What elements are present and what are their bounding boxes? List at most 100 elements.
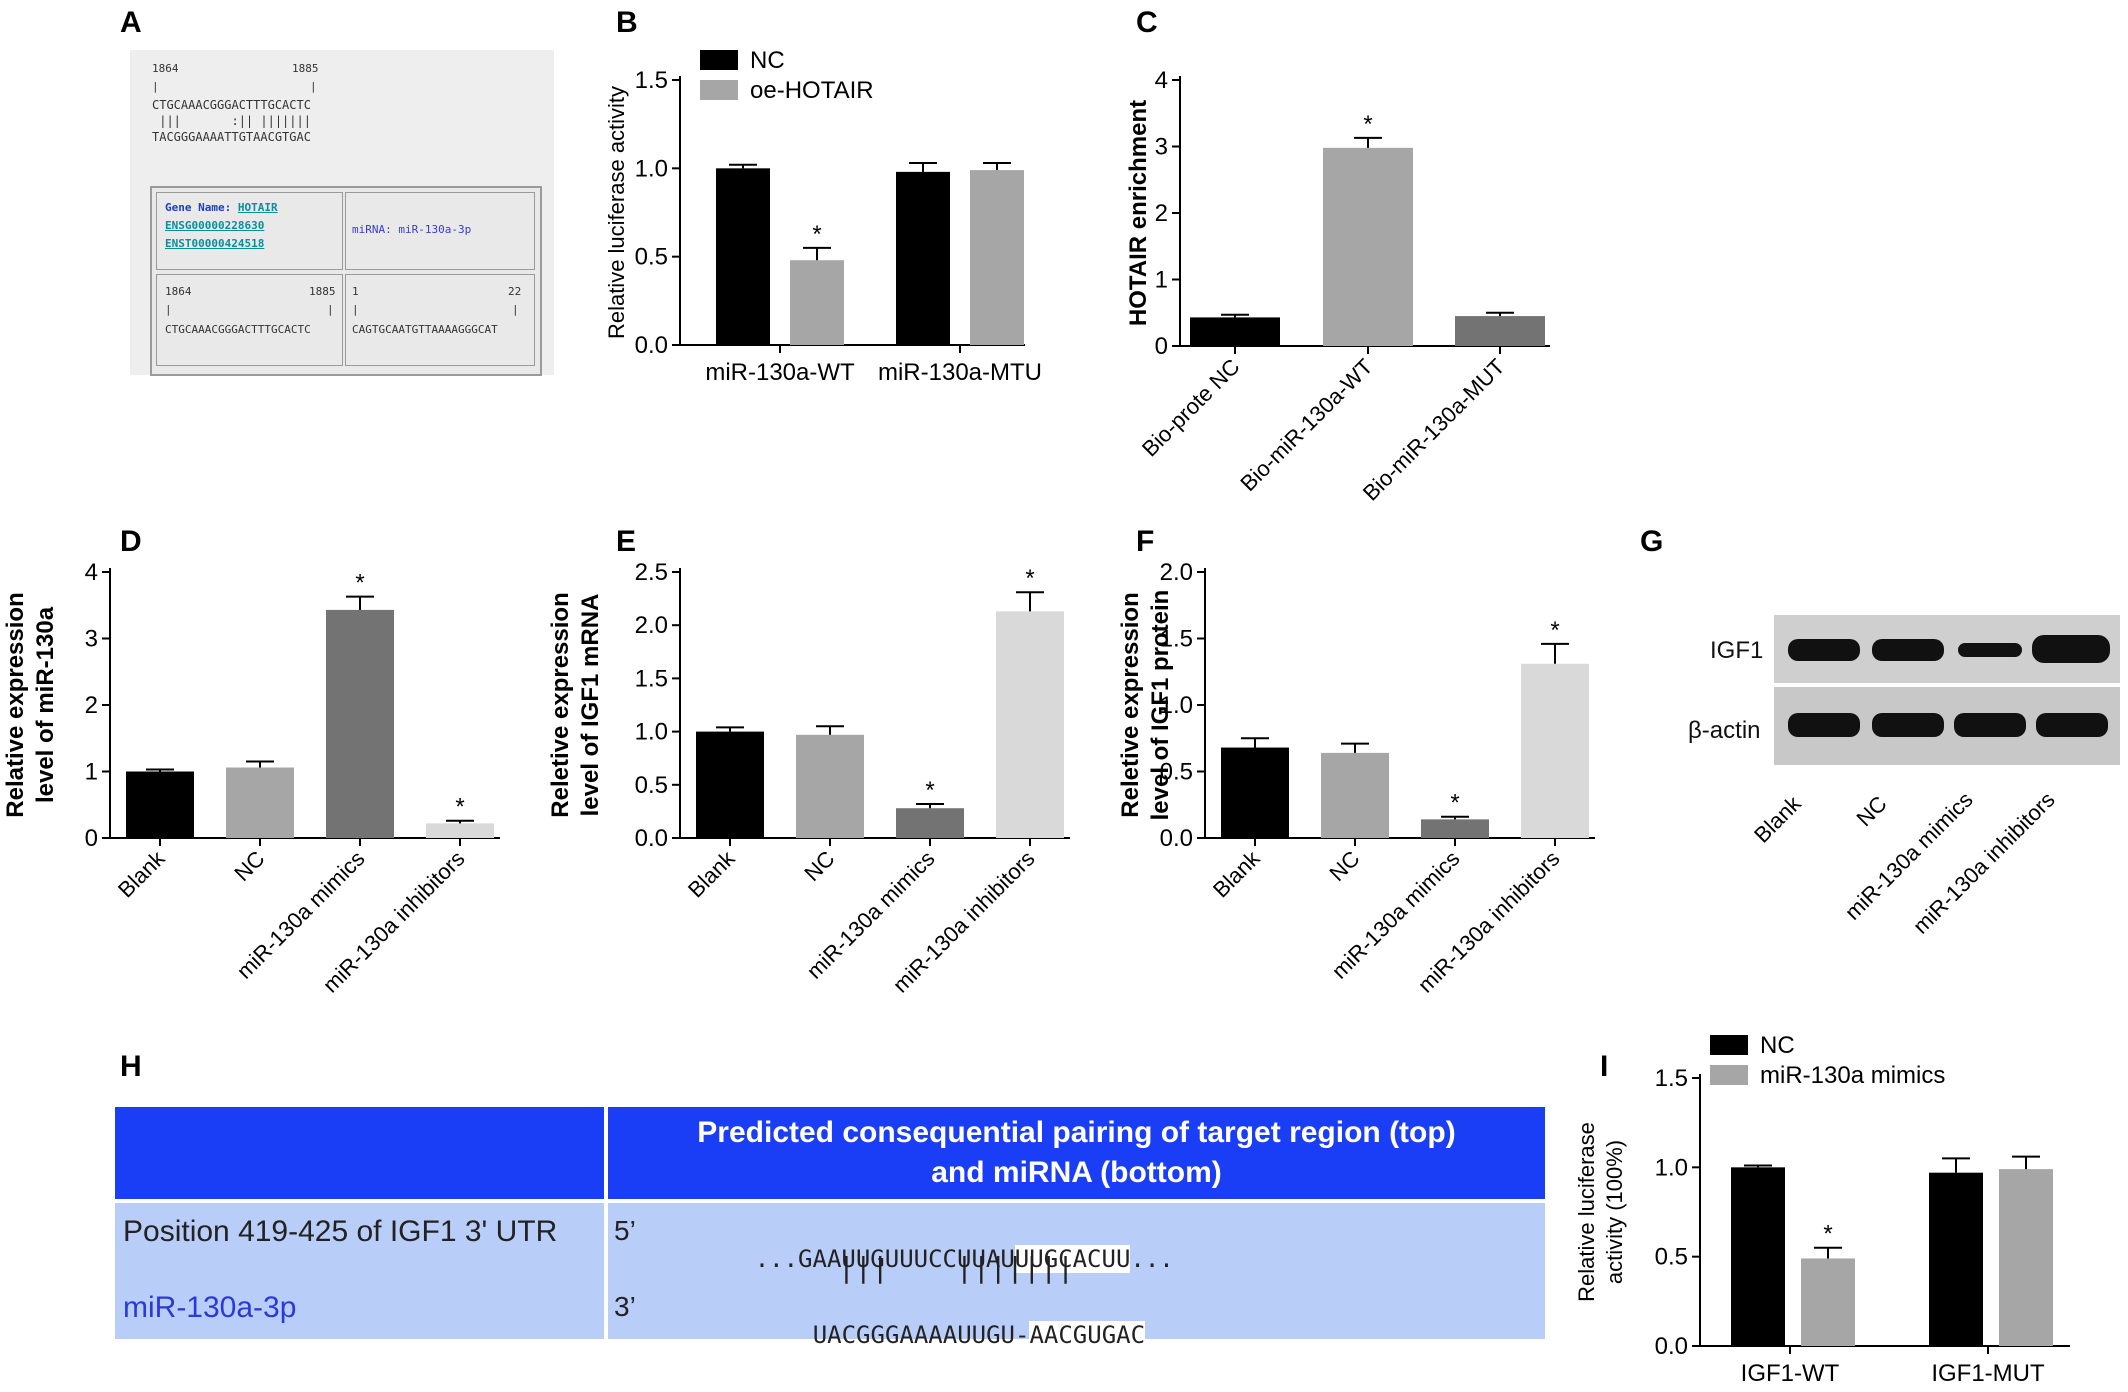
chart-b-bar-oe-hotair-mir-130a-mtu <box>970 170 1024 345</box>
chart-b-x-tick-label: miR-130a-WT <box>705 359 855 386</box>
chart-e-bar-mir-130a-mimics <box>896 808 964 838</box>
chart-b-bar-nc-mir-130a-wt <box>716 168 770 345</box>
blot-band-actin-nc <box>1872 713 1944 737</box>
chart-b-x-tick-label: miR-130a-MTU <box>878 359 1042 386</box>
chart-c-y-tick-label: 1 <box>1155 267 1168 294</box>
gene-name-link[interactable]: HOTAIR <box>237 201 278 214</box>
chart-c-y-label: HOTAIR enrichment <box>1125 100 1152 326</box>
h-bottom-pre: UACGGGAAAAUUGU- <box>812 1321 1030 1349</box>
panel-label-f: F <box>1136 525 1155 558</box>
chart-e: 0.0 0.5 1.0 1.5 2.0 2.5 Reletive expression lev… <box>547 559 1070 998</box>
chart-e-y-tick-label: 1.5 <box>635 665 668 692</box>
chart-f-bar-mir-130a-mimics <box>1421 819 1489 838</box>
chart-d-significance-marker: * <box>355 570 364 597</box>
chart-c-y-tick-label: 3 <box>1155 134 1168 161</box>
chart-d-y-tick-label: 2 <box>85 692 98 719</box>
panel-label-g: G <box>1640 525 1664 558</box>
chart-d-y-tick-label: 1 <box>85 759 98 786</box>
h-header-line2: and miRNA (bottom) <box>931 1156 1222 1189</box>
h-header-line1: Predicted consequential pairing of targe… <box>697 1116 1456 1149</box>
chart-e-y-label: Reletive expression level of IGF1 mRNA <box>547 592 604 817</box>
chart-e-significance-marker: * <box>925 777 934 804</box>
top-bar-right: | <box>310 80 317 93</box>
chart-i-bar-mir-130a-mimics-igf1-wt <box>1801 1258 1855 1346</box>
chart-c-bar-bio-prote-nc <box>1190 317 1280 346</box>
blot-band-igf1-inhibitors <box>2032 635 2110 663</box>
blot-lane-label-mimics: miR-130a mimics <box>1839 787 1978 925</box>
h-mirna-label: miR-130a-3p <box>123 1291 297 1324</box>
chart-b-legend-swatch-oe-hotair <box>700 80 738 100</box>
chart-e-y-tick-label: 0.0 <box>635 825 668 852</box>
chart-e-y-tick-label: 1.0 <box>635 719 668 746</box>
mir-pos-right: 22 <box>508 285 522 298</box>
blot-band-actin-blank <box>1788 713 1860 737</box>
chart-i-legend-label-nc: NC <box>1760 1032 1795 1059</box>
h-bottom-seed: AACGUGAC <box>1029 1321 1146 1349</box>
ensg-link[interactable]: ENSG00000228630 <box>165 219 265 232</box>
box-pos-left: 1864 <box>165 285 192 298</box>
chart-i-significance-marker: * <box>1823 1221 1832 1248</box>
h-header-left <box>115 1107 604 1199</box>
blot-row-label-igf1: IGF1 <box>1710 637 1764 664</box>
chart-i-y-label: Relative luciferase activity (100%) <box>1574 1122 1627 1302</box>
chart-b-bar-oe-hotair-mir-130a-wt <box>790 260 844 345</box>
blot-strip-igf1 <box>1774 615 2120 683</box>
chart-c-bar-bio-mir-130a-wt <box>1323 147 1413 346</box>
chart-d-x-tick-label: NC <box>229 846 269 886</box>
chart-i-y-tick-label: 1.0 <box>1655 1154 1688 1181</box>
blot-strip-actin <box>1774 687 2120 765</box>
chart-b-y-label: Relative luciferase activity <box>604 86 629 339</box>
chart-c-y-tick-label: 0 <box>1155 333 1168 360</box>
chart-f-y-tick-label: 1.5 <box>1160 626 1193 653</box>
h-row-right: 5’ ...GAAUUGUUUCCUUAUUUGCACUU... ||| |||… <box>608 1203 1545 1349</box>
chart-f-y-tick-label: 1.0 <box>1160 692 1193 719</box>
mirna-label: miRNA: miR-130a-3p <box>352 223 472 236</box>
blot-band-actin-inhibitors <box>2036 713 2108 737</box>
h-bottom-sequence: UACGGGAAAAUUGU-AACGUGAC <box>726 1293 1146 1377</box>
panel-label-d: D <box>120 525 142 558</box>
box-target-sequence: CTGCAAACGGGACTTTGCACTC <box>165 323 311 336</box>
top-pos-right: 1885 <box>292 62 319 75</box>
chart-i-y-tick-label: 0.0 <box>1655 1333 1688 1360</box>
chart-e-y-label-line: Reletive expression <box>547 592 574 817</box>
chart-e-bar-blank <box>696 731 764 838</box>
mir-bar-left: | <box>352 303 359 316</box>
blot-band-igf1-blank <box>1788 639 1860 661</box>
chart-f-significance-marker: * <box>1450 790 1459 817</box>
chart-i-y-tick-label: 1.5 <box>1655 1065 1688 1092</box>
chart-d-y-label: Relative expression level of miR-130a <box>2 592 59 817</box>
chart-e-y-tick-label: 2.0 <box>635 612 668 639</box>
panel-label-a: A <box>120 6 142 39</box>
chart-i-legend-swatch-mir-130a-mimics <box>1710 1065 1748 1085</box>
panel-label-b: B <box>616 6 638 39</box>
chart-d-y-tick-label: 3 <box>85 626 98 653</box>
blot-lane-label-inhibitors: miR-130a inhibitors <box>1907 787 2060 939</box>
chart-i: 0.0 0.5 1.0 1.5 Relative luciferase activity … <box>1574 1032 2070 1387</box>
chart-f-bar-blank <box>1221 747 1289 838</box>
h-header: Predicted consequential pairing of targe… <box>608 1107 1545 1199</box>
chart-d-bar-blank <box>126 771 194 838</box>
chart-d-y-tick-label: 4 <box>85 559 98 586</box>
blot-band-actin-mimics <box>1954 713 2026 737</box>
chart-f-y-tick-label: 2.0 <box>1160 559 1193 586</box>
chart-d-y-label-line: Relative expression <box>2 592 29 817</box>
panel-label-h: H <box>120 1050 142 1083</box>
chart-b-y-tick-label: 1.5 <box>635 67 668 94</box>
chart-e-x-tick-label: Blank <box>683 845 740 902</box>
top-match-marks: ||| :|| ||||||| <box>152 114 311 128</box>
chart-f-bar-nc <box>1321 752 1389 838</box>
chart-e-bar-nc <box>796 734 864 838</box>
box-bar-left: | <box>165 303 172 316</box>
chart-f-y-label-line: level of IGF1 protein <box>1147 590 1174 821</box>
chart-e-y-label-line: level of IGF1 mRNA <box>577 594 604 817</box>
chart-b-significance-marker: * <box>812 221 821 248</box>
chart-b-legend-label-nc: NC <box>750 47 785 74</box>
mir-pos-left: 1 <box>352 285 359 298</box>
h-five-prime: 5’ <box>614 1215 636 1246</box>
blot-band-igf1-nc <box>1872 639 1944 661</box>
enst-link[interactable]: ENST00000424518 <box>165 237 265 250</box>
chart-f-significance-marker: * <box>1550 617 1559 644</box>
top-mirna-sequence: TACGGGAAAATTGTAACGTGAC <box>152 130 311 144</box>
chart-d-x-tick-label: Blank <box>113 845 170 902</box>
